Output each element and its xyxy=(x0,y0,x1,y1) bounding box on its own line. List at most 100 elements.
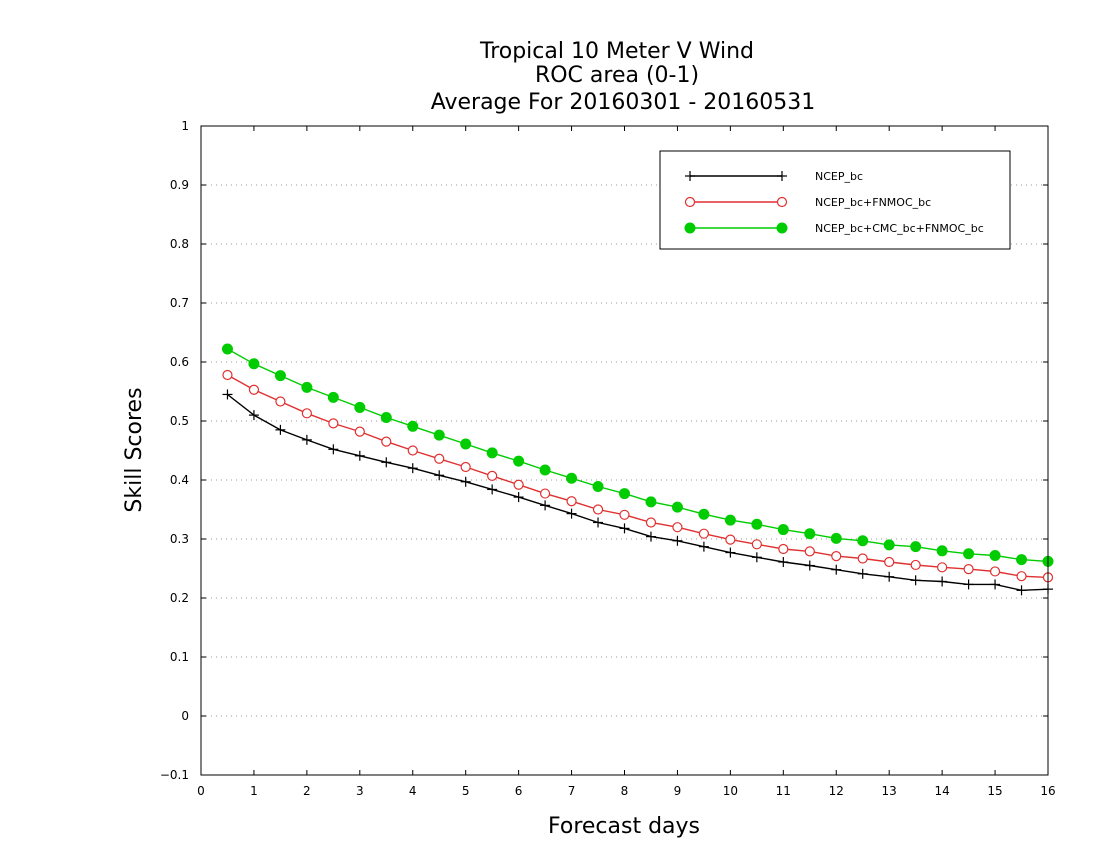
data-point xyxy=(592,480,604,492)
data-point xyxy=(1016,571,1027,582)
data-point xyxy=(963,579,974,590)
y-axis-label: Skill Scores xyxy=(122,387,147,512)
data-point xyxy=(963,548,975,560)
data-point xyxy=(831,551,842,562)
data-point xyxy=(910,541,922,553)
data-point xyxy=(684,196,696,208)
data-point xyxy=(671,501,683,513)
axes: −0.100.10.20.30.40.50.60.70.80.910 1 2 3 4 5 6… xyxy=(160,119,1056,798)
data-point xyxy=(566,508,577,519)
data-point xyxy=(539,488,551,499)
data-point xyxy=(645,531,656,542)
legend-entry: NCEP_bc+CMC_bc+FNMOC_bc xyxy=(684,222,984,235)
data-point xyxy=(354,401,366,413)
data-point xyxy=(804,560,815,571)
data-point xyxy=(698,541,709,552)
data-point xyxy=(354,426,365,437)
y-tick-label: 1 xyxy=(181,119,189,133)
data-point xyxy=(221,343,233,355)
x-tick-label: 2 xyxy=(303,784,311,798)
chart-titles: Tropical 10 Meter V Wind ROC area (0-1) … xyxy=(431,39,816,115)
data-point xyxy=(381,457,392,468)
data-point xyxy=(990,579,1001,590)
chart-subtitle: ROC area (0-1) xyxy=(535,63,699,88)
data-point xyxy=(328,418,339,429)
data-point xyxy=(407,445,418,456)
data-point xyxy=(328,444,339,455)
data-point xyxy=(487,484,498,495)
data-point xyxy=(831,564,842,575)
data-point xyxy=(487,470,498,481)
y-tick-label: 0.5 xyxy=(170,414,189,428)
data-point xyxy=(698,528,710,539)
data-point xyxy=(777,524,789,536)
y-tick-label: 0.4 xyxy=(170,473,189,487)
data-point xyxy=(936,545,948,557)
data-point xyxy=(513,492,524,503)
data-point xyxy=(778,543,789,555)
legend-label: NCEP_bc+FNMOC_bc xyxy=(815,196,931,209)
y-tick-label: 0 xyxy=(181,709,189,723)
data-point xyxy=(685,171,695,181)
series-line xyxy=(227,348,1049,563)
data-point xyxy=(301,434,312,445)
data-point xyxy=(883,539,895,551)
data-point xyxy=(778,557,789,568)
data-point xyxy=(301,381,313,393)
series-group xyxy=(221,343,1054,596)
data-point xyxy=(222,389,233,400)
y-tick-label: 0.1 xyxy=(170,650,189,664)
legend-entry: NCEP_bc+FNMOC_bc xyxy=(684,196,931,209)
y-tick-label: 0.7 xyxy=(170,296,189,310)
data-point xyxy=(989,550,1001,562)
x-tick-label: 6 xyxy=(515,784,523,798)
plot-frame xyxy=(200,125,1049,776)
data-point xyxy=(645,496,657,508)
data-point xyxy=(380,411,392,423)
data-point xyxy=(513,479,524,490)
y-tick-label: 0.6 xyxy=(170,355,189,369)
data-point xyxy=(566,496,577,507)
data-point xyxy=(592,504,604,515)
x-tick-label: 12 xyxy=(829,784,844,798)
data-point xyxy=(275,396,286,407)
data-point xyxy=(619,488,630,500)
data-point xyxy=(460,461,471,473)
data-point xyxy=(645,517,657,528)
data-point xyxy=(354,450,365,461)
data-point xyxy=(724,514,736,526)
data-point xyxy=(672,535,683,546)
y-tick-label: 0.9 xyxy=(170,178,189,192)
data-point xyxy=(751,552,762,563)
x-tick-label: 1 xyxy=(250,784,258,798)
x-tick-label: 5 xyxy=(462,784,470,798)
data-point xyxy=(460,476,471,487)
data-point xyxy=(619,509,630,520)
data-point xyxy=(884,571,895,582)
data-point xyxy=(433,429,445,441)
x-tick-label: 14 xyxy=(934,784,949,798)
x-tick-label: 7 xyxy=(568,784,576,798)
series-2 xyxy=(222,369,1054,583)
legend-entry: NCEP_bc xyxy=(685,170,863,183)
data-point xyxy=(804,528,816,540)
data-point xyxy=(513,455,525,467)
data-point xyxy=(776,196,788,208)
data-point xyxy=(539,464,551,476)
x-tick-label: 4 xyxy=(409,784,417,798)
data-point xyxy=(776,222,788,234)
data-point xyxy=(910,575,921,586)
data-point xyxy=(830,532,842,544)
legend-label: NCEP_bc xyxy=(815,170,863,183)
data-point xyxy=(857,553,868,564)
legend-label: NCEP_bc+CMC_bc+FNMOC_bc xyxy=(815,222,984,235)
chart-date-range: Average For 20160301 - 20160531 xyxy=(431,90,816,115)
data-point xyxy=(989,566,1001,577)
data-point xyxy=(460,438,472,450)
data-point xyxy=(963,563,974,575)
data-point xyxy=(434,453,445,464)
data-point xyxy=(725,547,736,558)
data-point xyxy=(248,410,259,421)
legend: NCEP_bc NCEP_bc+FNMOC_bc NCEP_bc+CMC_bc+FN… xyxy=(659,150,1011,250)
